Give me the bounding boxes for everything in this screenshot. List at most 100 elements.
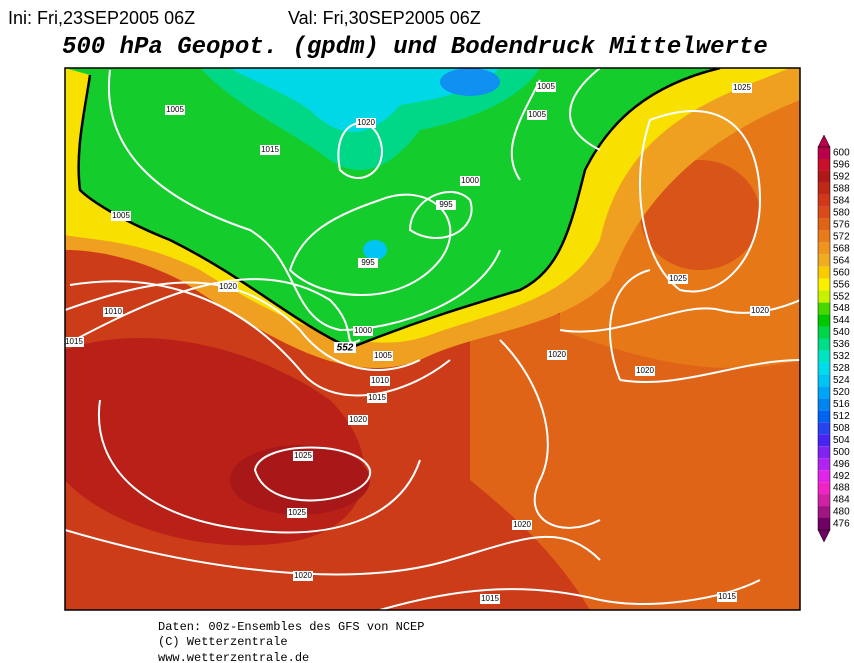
colorbar-swatch — [818, 446, 830, 459]
isobar-label-bg — [370, 376, 390, 386]
colorbar: 6005965925885845805765725685645605565525… — [817, 134, 850, 543]
isobar-label-bg — [356, 118, 376, 128]
isobar-label: 1005 — [537, 82, 555, 91]
colorbar-label: 476 — [833, 519, 850, 530]
colorbar-label: 548 — [833, 303, 850, 314]
isobar-label: 1020 — [548, 350, 566, 359]
colorbar-label: 496 — [833, 459, 850, 470]
isobar-label: 1020 — [349, 415, 367, 424]
band-516 — [440, 68, 500, 96]
colorbar-label: 516 — [833, 399, 850, 410]
colorbar-label: 512 — [833, 411, 850, 422]
colorbar-label: 536 — [833, 339, 850, 350]
isobar-label: 1010 — [371, 376, 389, 385]
colorbar-label: 580 — [833, 207, 850, 218]
isobar-label: 1000 — [461, 176, 479, 185]
colorbar-label: 600 — [833, 148, 850, 159]
isobar-label-bg — [732, 83, 752, 93]
colorbar-label: 544 — [833, 315, 850, 326]
colorbar-label: 528 — [833, 363, 850, 374]
isobar-label: 1025 — [733, 83, 751, 92]
isobar-label-bg — [65, 337, 84, 347]
colorbar-swatch — [818, 518, 830, 530]
footer-line: (C) Wetterzentrale — [158, 635, 288, 649]
band-524 — [363, 240, 387, 260]
colorbar-label: 532 — [833, 351, 850, 362]
isobar-label: 1000 — [354, 326, 372, 335]
warm-region — [470, 300, 800, 610]
contour-552 — [77, 68, 721, 350]
contour-label-bg — [334, 342, 356, 353]
isobar-label: 1015 — [368, 393, 386, 402]
colorbar-label: 540 — [833, 327, 850, 338]
isobar-label-bg — [460, 176, 480, 186]
footer-line: Daten: 00z-Ensembles des GFS von NCEP — [158, 620, 424, 634]
isobar-label: 1020 — [294, 571, 312, 580]
colorbar-label: 520 — [833, 387, 850, 398]
isobar-label-bg — [293, 571, 313, 581]
isobar-label: 1025 — [294, 451, 312, 460]
colorbar-arrow — [817, 529, 831, 543]
isobar-label-bg — [547, 350, 567, 360]
isobar-label-bg — [635, 366, 655, 376]
colorbar-swatch — [818, 398, 830, 411]
isobar-label-bg — [165, 105, 185, 115]
colorbar-label: 592 — [833, 172, 850, 183]
map: 1005 1015 1020 1000 995 995 1005 1020 1010 1015 10… — [65, 68, 800, 610]
colorbar-arrow — [817, 134, 831, 148]
isobar-label-bg — [480, 594, 500, 604]
colorbar-swatch — [818, 242, 830, 255]
isobar-label-bg — [536, 82, 556, 92]
isobar-label-bg — [353, 326, 373, 336]
colorbar-label: 508 — [833, 423, 850, 434]
isobar-label-bg — [293, 451, 313, 461]
colorbar-swatch — [818, 386, 830, 399]
colorbar-swatch — [818, 470, 830, 483]
init-time: Ini: Fri,23SEP2005 06Z — [8, 8, 195, 28]
colorbar-swatch — [818, 182, 830, 195]
map-title: 500 hPa Geopot. (gpdm) und Bodendruck Mi… — [62, 34, 768, 61]
isobar-label-bg — [218, 282, 238, 292]
isobar-label: 1005 — [374, 351, 392, 360]
isobar-label-bg — [103, 307, 123, 317]
colorbar-swatch — [818, 494, 830, 507]
isobar-label: 1005 — [112, 211, 130, 220]
colorbar-label: 524 — [833, 375, 850, 386]
colorbar-label: 484 — [833, 495, 850, 506]
colorbar-swatch — [818, 147, 830, 159]
isobar-label: 1020 — [357, 118, 375, 127]
colorbar-label: 576 — [833, 219, 850, 230]
colorbar-swatch — [818, 194, 830, 207]
isobar-label: 1015 — [718, 592, 736, 601]
colorbar-label: 584 — [833, 196, 850, 207]
colorbar-label: 596 — [833, 160, 850, 171]
isobar-label: 995 — [439, 200, 453, 209]
colorbar-swatch — [818, 506, 830, 519]
colorbar-swatch — [818, 362, 830, 375]
colorbar-swatch — [818, 170, 830, 183]
colorbar-swatch — [818, 266, 830, 279]
isobar-label-bg — [111, 211, 131, 221]
colorbar-swatch — [818, 422, 830, 435]
colorbar-label: 572 — [833, 231, 850, 242]
isobar-label-bg — [436, 200, 456, 210]
colorbar-swatch — [818, 290, 830, 303]
isobar-label: 1015 — [261, 145, 279, 154]
isobar-label: 1025 — [669, 274, 687, 283]
colorbar-swatch — [818, 278, 830, 291]
colorbar-label: 560 — [833, 267, 850, 278]
band-544 — [65, 68, 720, 348]
colorbar-swatch — [818, 158, 830, 171]
colorbar-swatch — [818, 458, 830, 471]
colorbar-label: 552 — [833, 291, 850, 302]
isobar-label: 1015 — [481, 594, 499, 603]
colorbar-label: 568 — [833, 243, 850, 254]
colorbar-label: 556 — [833, 279, 850, 290]
colorbar-label: 488 — [833, 483, 850, 494]
colorbar-swatch — [818, 230, 830, 243]
isobar-label: 1020 — [636, 366, 654, 375]
isobar-label: 1015 — [65, 337, 83, 346]
isobar-label-bg — [527, 110, 547, 120]
colorbar-swatch — [818, 218, 830, 231]
